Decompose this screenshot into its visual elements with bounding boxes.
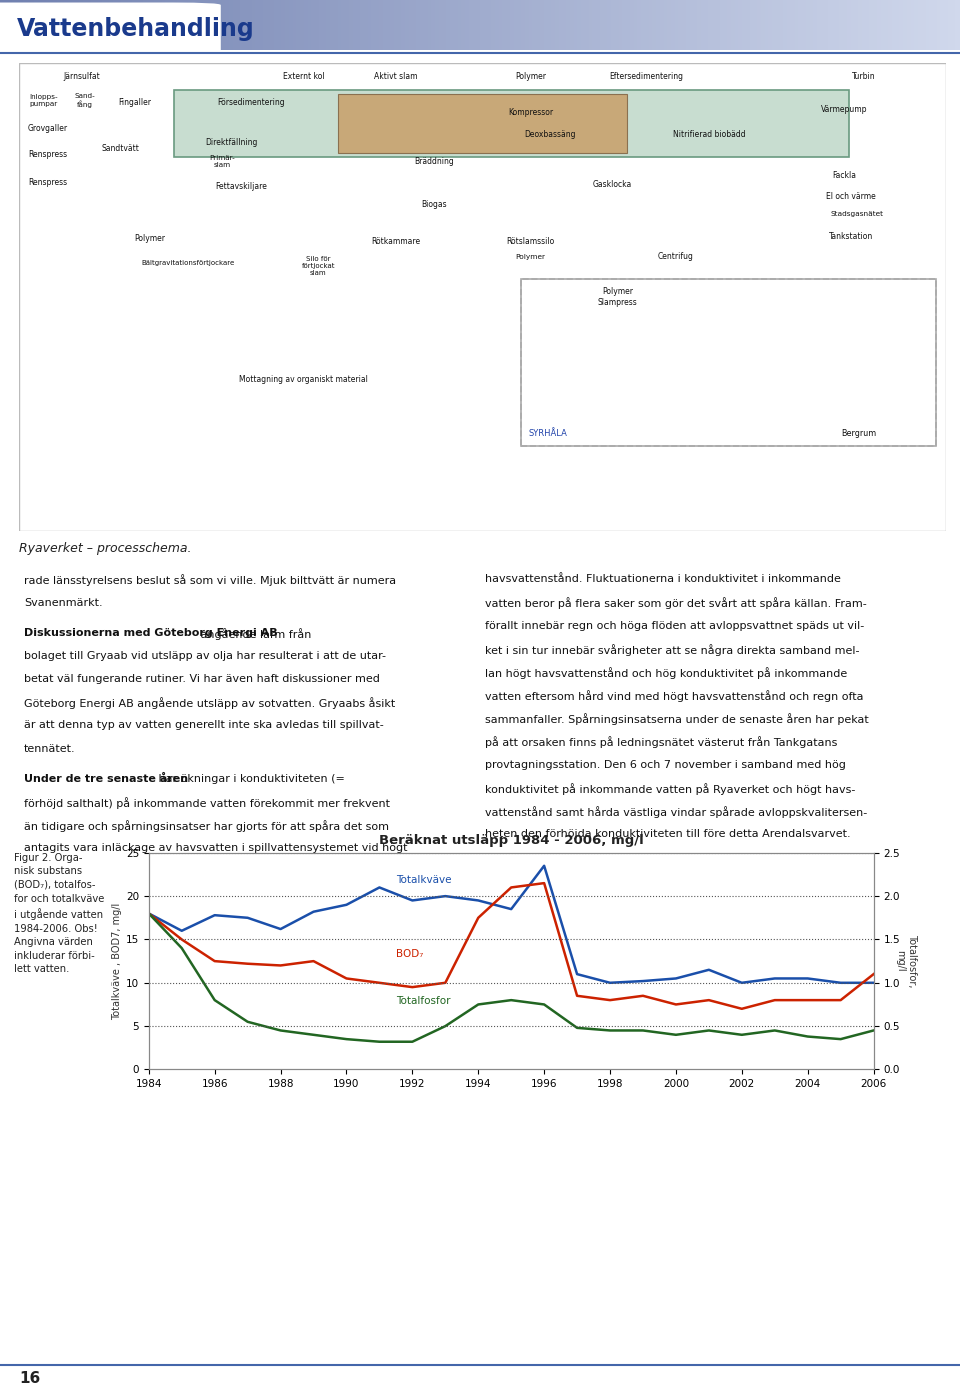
Text: Gasklocka: Gasklocka xyxy=(593,180,633,189)
Text: Svanenmärkt.: Svanenmärkt. xyxy=(24,597,103,608)
Text: Direktfällning: Direktfällning xyxy=(205,137,257,147)
Text: Sandtvätt: Sandtvätt xyxy=(102,144,139,152)
Text: El och värme: El och värme xyxy=(827,192,876,201)
Y-axis label: Totalfosfor,
mg/l: Totalfosfor, mg/l xyxy=(895,934,917,988)
Text: lan högt havsvattenstånd och hög konduktivitet på inkommande: lan högt havsvattenstånd och hög kondukt… xyxy=(485,667,847,679)
Text: SYRHÅLA: SYRHÅLA xyxy=(529,429,567,439)
Text: förhöjd salthalt) på inkommande vatten förekommit mer frekvent: förhöjd salthalt) på inkommande vatten f… xyxy=(24,797,390,808)
Title: Beräknat utsläpp 1984 - 2006, mg/l: Beräknat utsläpp 1984 - 2006, mg/l xyxy=(379,835,643,847)
Text: Fackla: Fackla xyxy=(832,171,856,180)
Text: bolaget till Gryaab vid utsläpp av olja har resulterat i att de utar-: bolaget till Gryaab vid utsläpp av olja … xyxy=(24,651,386,661)
Text: Grovgaller: Grovgaller xyxy=(28,124,68,133)
Text: Järnsulfat: Järnsulfat xyxy=(63,71,100,81)
Text: förallt innebär regn och höga flöden att avloppsvattnet späds ut vil-: förallt innebär regn och höga flöden att… xyxy=(485,621,864,630)
Text: vattenstånd samt hårda västliga vindar spårade avloppskvalitersen-: vattenstånd samt hårda västliga vindar s… xyxy=(485,807,867,818)
Bar xyxy=(174,89,849,158)
Text: Kompressor: Kompressor xyxy=(508,108,553,117)
Text: angående larm från: angående larm från xyxy=(197,628,311,639)
Text: Biogas: Biogas xyxy=(421,200,447,208)
Text: Silo för
förtjockat
slam: Silo för förtjockat slam xyxy=(301,256,335,275)
Text: Ryaverket – processchema.: Ryaverket – processchema. xyxy=(19,541,192,555)
Text: Bältgravitationsförtjockare: Bältgravitationsförtjockare xyxy=(141,260,234,266)
Text: Sand-
fång: Sand- fång xyxy=(75,94,95,108)
Text: Totalkväve: Totalkväve xyxy=(396,875,451,885)
Text: provtagningsstation. Den 6 och 7 november i samband med hög: provtagningsstation. Den 6 och 7 novembe… xyxy=(485,759,846,770)
Text: Eftersedimentering: Eftersedimentering xyxy=(610,71,684,81)
Bar xyxy=(521,280,936,446)
Text: Totalfosfor: Totalfosfor xyxy=(396,997,450,1007)
Text: Rötkammare: Rötkammare xyxy=(371,236,420,246)
Text: rade länsstyrelsens beslut så som vi ville. Mjuk bilttvätt är numera: rade länsstyrelsens beslut så som vi vil… xyxy=(24,575,396,586)
Text: på att orsaken finns på ledningsnätet västerut från Tankgatans: på att orsaken finns på ledningsnätet vä… xyxy=(485,737,837,748)
Text: sammanfaller. Spårningsinsatserna under de senaste åren har pekat: sammanfaller. Spårningsinsatserna under … xyxy=(485,713,869,726)
Text: tennätet.: tennätet. xyxy=(24,744,76,754)
Text: Göteborg Energi AB angående utsläpp av sotvatten. Gryaabs åsikt: Göteborg Energi AB angående utsläpp av s… xyxy=(24,698,396,709)
Text: Inlopps-
pumpar: Inlopps- pumpar xyxy=(29,94,58,108)
Text: 16: 16 xyxy=(19,1371,40,1385)
Y-axis label: Totalkväve , BOD7, mg/l: Totalkväve , BOD7, mg/l xyxy=(111,903,122,1019)
Text: vatten eftersom hård vind med högt havsvattenstånd och regn ofta: vatten eftersom hård vind med högt havsv… xyxy=(485,691,863,702)
Text: Bräddning: Bräddning xyxy=(415,158,454,166)
Text: ket i sin tur innebär svårigheter att se några direkta samband mel-: ket i sin tur innebär svårigheter att se… xyxy=(485,644,859,656)
Text: betat väl fungerande rutiner. Vi har även haft diskussioner med: betat väl fungerande rutiner. Vi har äve… xyxy=(24,674,380,684)
Text: Under de tre senaste åren: Under de tre senaste åren xyxy=(24,773,188,784)
Bar xyxy=(338,95,627,152)
Text: BOD₇: BOD₇ xyxy=(396,949,423,959)
Text: Vattenbehandling: Vattenbehandling xyxy=(17,17,255,41)
Text: Polymer: Polymer xyxy=(134,233,165,243)
Text: Värmepump: Värmepump xyxy=(821,105,868,115)
Text: vatten beror på flera saker som gör det svårt att spåra källan. Fram-: vatten beror på flera saker som gör det … xyxy=(485,597,867,610)
Text: konduktivitet på inkommande vatten på Ryaverket och högt havs-: konduktivitet på inkommande vatten på Ry… xyxy=(485,783,855,795)
Text: Fingaller: Fingaller xyxy=(118,98,152,108)
Text: Primär-
slam: Primär- slam xyxy=(209,155,235,169)
Text: Polymer: Polymer xyxy=(516,253,545,260)
Text: Polymer: Polymer xyxy=(516,71,546,81)
Text: Aktivt slam: Aktivt slam xyxy=(373,71,418,81)
Text: Externt kol: Externt kol xyxy=(283,71,324,81)
Text: heten den förhöjda konduktiviteten till före detta Arendalsvarvet.: heten den förhöjda konduktiviteten till … xyxy=(485,829,851,839)
Text: Stadsgasnätet: Stadsgasnätet xyxy=(830,211,883,217)
Text: Deoxbassäng: Deoxbassäng xyxy=(524,130,576,140)
FancyBboxPatch shape xyxy=(0,3,221,57)
Text: är att denna typ av vatten generellt inte ska avledas till spillvat-: är att denna typ av vatten generellt int… xyxy=(24,720,384,730)
Text: Fettavskiljare: Fettavskiljare xyxy=(215,182,267,190)
Text: Centrifug: Centrifug xyxy=(658,252,693,261)
Text: än tidigare och spårningsinsatser har gjorts för att spåra det som: än tidigare och spårningsinsatser har gj… xyxy=(24,821,389,832)
Text: Renspress: Renspress xyxy=(29,178,68,187)
Text: Försedimentering: Försedimentering xyxy=(217,98,284,108)
Text: Diskussionerna med Göteborg Energi AB: Diskussionerna med Göteborg Energi AB xyxy=(24,628,277,637)
Text: antagits vara inläckage av havsvatten i spillvattensystemet vid högt: antagits vara inläckage av havsvatten i … xyxy=(24,843,407,853)
Text: Renspress: Renspress xyxy=(29,150,68,159)
Text: havsvattenstånd. Fluktuationerna i konduktivitet i inkommande: havsvattenstånd. Fluktuationerna i kondu… xyxy=(485,575,841,584)
Text: Figur 2. Orga-
nisk substans
(BOD₇), totalfos-
for och totalkväve
i utgående vat: Figur 2. Orga- nisk substans (BOD₇), tot… xyxy=(14,853,105,974)
Text: har ökningar i konduktiviteten (=: har ökningar i konduktiviteten (= xyxy=(155,773,345,784)
Text: Rötslamssilo: Rötslamssilo xyxy=(507,236,555,246)
Text: Polymer
Slampress: Polymer Slampress xyxy=(598,288,637,306)
Text: Bergrum: Bergrum xyxy=(841,429,876,439)
Text: Mottagning av organiskt material: Mottagning av organiskt material xyxy=(239,376,369,384)
Text: Turbin: Turbin xyxy=(852,71,876,81)
Text: Tankstation: Tankstation xyxy=(828,232,874,242)
Bar xyxy=(521,280,936,446)
Text: Nitrifierad biobädd: Nitrifierad biobädd xyxy=(673,130,746,140)
